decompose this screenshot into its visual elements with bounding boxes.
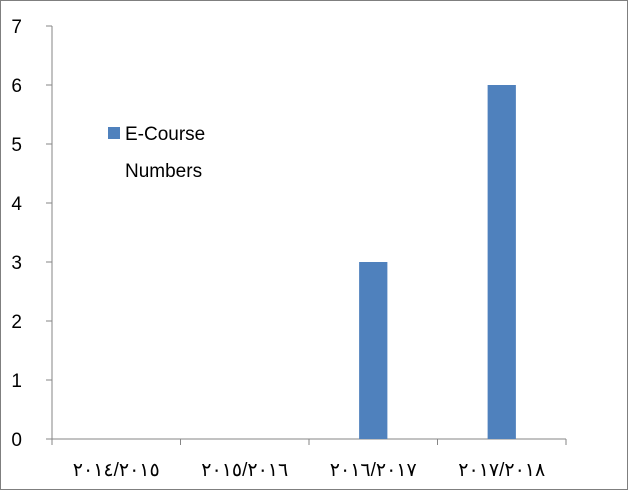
y-axis-ticks: 0 1 2 3 4 5 6 7 <box>11 17 52 451</box>
legend-label-line-1: E-Course <box>125 124 205 145</box>
y-tick-label: 4 <box>11 194 22 215</box>
x-tick-label: ٢٠١٦/٢٠١٧ <box>330 460 417 481</box>
bar <box>359 262 388 439</box>
y-tick-label: 2 <box>11 312 22 333</box>
legend: E-Course Numbers <box>108 124 205 182</box>
bar <box>487 85 516 439</box>
x-tick-label: ٢٠١٧/٢٠١٨ <box>458 460 545 481</box>
y-tick-label: 0 <box>11 430 22 451</box>
legend-label-line-2: Numbers <box>125 161 202 182</box>
y-tick-label: 3 <box>11 253 22 274</box>
y-tick-label: 5 <box>11 135 22 156</box>
bars <box>359 85 516 439</box>
y-tick-label: 6 <box>11 76 22 97</box>
legend-swatch <box>108 127 120 139</box>
y-tick-label: 1 <box>11 371 22 392</box>
x-axis-ticks: ٢٠١٤/٢٠١٥ ٢٠١٥/٢٠١٦ ٢٠١٦/٢٠١٧ ٢٠١٧/٢٠١٨ <box>51 439 567 481</box>
y-tick-label: 7 <box>11 17 22 38</box>
x-tick-label: ٢٠١٥/٢٠١٦ <box>201 460 288 481</box>
x-tick-label: ٢٠١٤/٢٠١٥ <box>73 460 160 481</box>
